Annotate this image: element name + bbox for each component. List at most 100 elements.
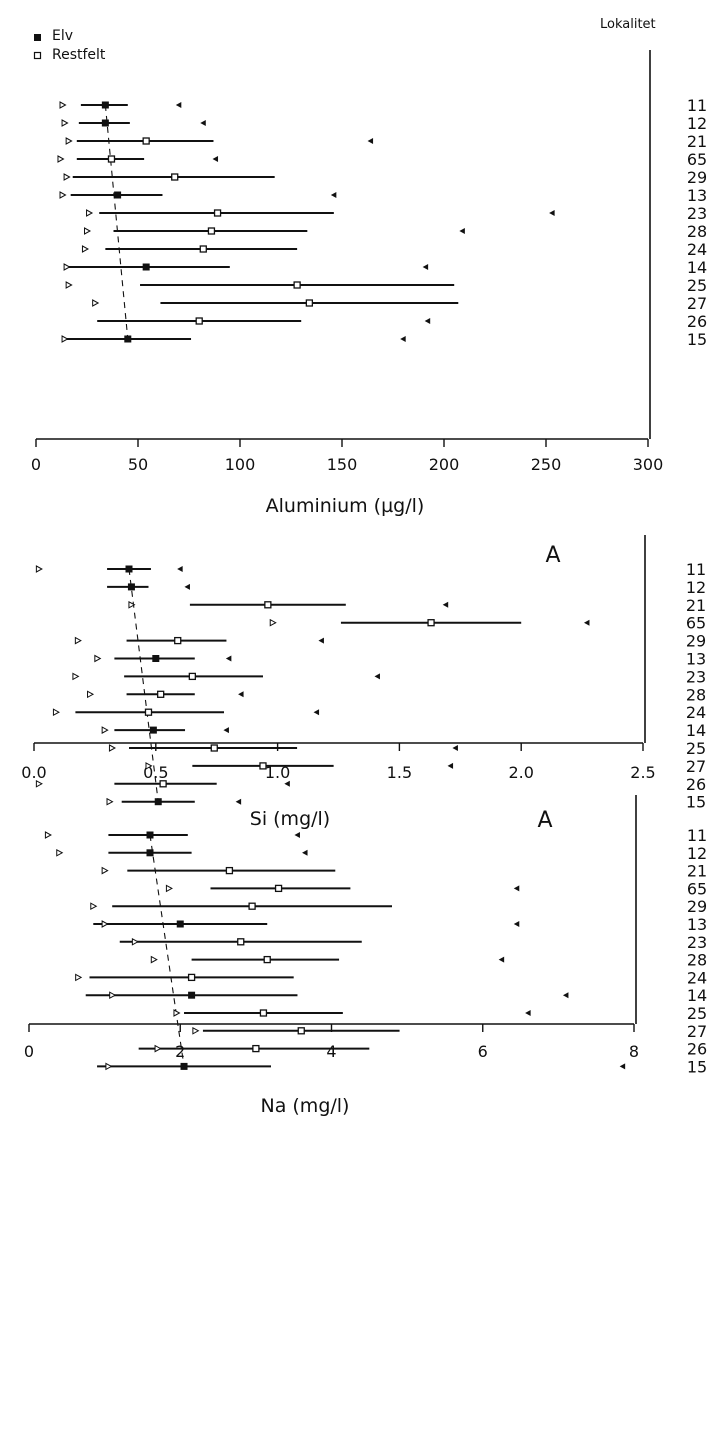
mean-marker-restfelt [237,938,245,946]
x-tick-label: 6 [478,1042,488,1061]
mean-marker-restfelt [107,155,116,163]
mean-marker-elv [146,831,154,839]
min-marker [52,708,60,717]
site-label: 28 [687,222,707,241]
min-marker [75,973,83,982]
min-marker [150,955,158,964]
max-marker [302,849,308,856]
min-marker [44,831,52,839]
max-marker [498,956,505,963]
mean-marker-restfelt [144,708,153,716]
max-marker [424,318,431,324]
site-label: 11 [687,826,707,845]
mean-marker-restfelt [264,601,272,609]
min-marker [109,991,117,1000]
max-marker [313,709,320,716]
mean-marker-restfelt [159,780,167,788]
min-marker [59,191,67,199]
min-marker [65,137,73,145]
min-marker [74,636,82,645]
site-label: 23 [687,204,707,223]
site-label: 26 [687,1040,707,1059]
max-marker [367,138,374,144]
max-marker [175,102,182,108]
min-marker [81,245,90,253]
site-label: 12 [687,114,707,133]
mean-marker-restfelt [305,299,314,307]
min-marker [105,1062,113,1071]
site-label: 26 [687,312,707,331]
mean-marker-restfelt [188,672,196,681]
max-marker [583,619,590,626]
x-axis-label: Si (mg/l) [250,808,330,830]
mean-marker-restfelt [171,173,179,181]
site-label: 14 [687,258,707,277]
max-marker [447,762,454,769]
mean-marker-restfelt [225,866,234,875]
site-column-header: Lokalitet [600,17,656,32]
min-marker [84,227,92,235]
site-label: 29 [687,897,707,916]
max-marker [238,691,244,698]
x-tick-label: 100 [225,455,256,474]
mean-marker-restfelt [142,137,150,145]
legend: Elv Restfelt [33,28,106,63]
site-label: 27 [687,1022,707,1041]
mean-marker-restfelt [259,762,267,770]
panel-letter: A [545,543,560,568]
min-marker [154,1044,162,1053]
max-marker [223,727,229,734]
mean-marker-elv [127,583,135,591]
aluminium-panel: 0 50 100 150 200 250 300 Aluminium (µg/l) 111221… [31,50,707,517]
mean-marker-elv [154,798,162,806]
site-label: 15 [686,793,706,812]
min-marker [131,937,139,946]
mean-marker-elv [142,263,150,271]
site-label: 13 [687,915,707,934]
mean-marker-restfelt [263,955,271,964]
max-marker [177,566,183,572]
min-marker [35,779,43,788]
site-label: 28 [687,951,707,970]
mean-marker-restfelt [207,227,216,235]
panel-letter: A [537,808,552,833]
min-marker [56,848,64,857]
max-marker [374,673,380,680]
site-label: 27 [687,294,707,313]
site-label: 25 [687,1004,707,1023]
min-marker [57,155,65,163]
site-label: 65 [687,879,707,898]
x-tick-label: 0 [24,1042,34,1061]
min-marker [108,744,116,752]
na-panel: 0 2 4 6 8Na (mg/l)A1112216529132328241425272… [24,795,707,1117]
site-label: 21 [687,862,707,881]
max-marker [318,637,324,644]
mean-marker-elv [146,849,154,857]
min-marker [101,920,109,928]
site-label: 21 [687,132,707,151]
si-panel: 0.0 0.5 1.0 1.5 2.0 2.5 Si (mg/l) A 111221652913… [21,535,706,830]
mean-marker-restfelt [252,1044,260,1053]
min-marker [63,173,71,181]
x-axis-label: Aluminium (µg/l) [266,495,425,517]
max-marker [422,264,429,270]
x-tick-label: 2.5 [630,763,655,782]
site-label: 11 [686,560,706,579]
site-label: 26 [686,775,706,794]
x-tick-label: 300 [633,455,664,474]
mean-marker-elv [176,920,184,928]
mean-marker-restfelt [293,281,301,289]
site-label: 25 [686,739,706,758]
mean-marker-restfelt [274,884,283,893]
mean-marker-restfelt [195,317,203,325]
min-marker [61,335,69,343]
site-label: 23 [687,933,707,952]
max-marker [330,192,337,198]
x-tick-label: 1.0 [265,763,290,782]
x-tick-label: 0.0 [21,763,46,782]
max-marker [513,885,520,892]
max-marker [562,992,569,999]
x-tick-label: 2 [175,1042,185,1061]
max-marker [294,832,300,838]
